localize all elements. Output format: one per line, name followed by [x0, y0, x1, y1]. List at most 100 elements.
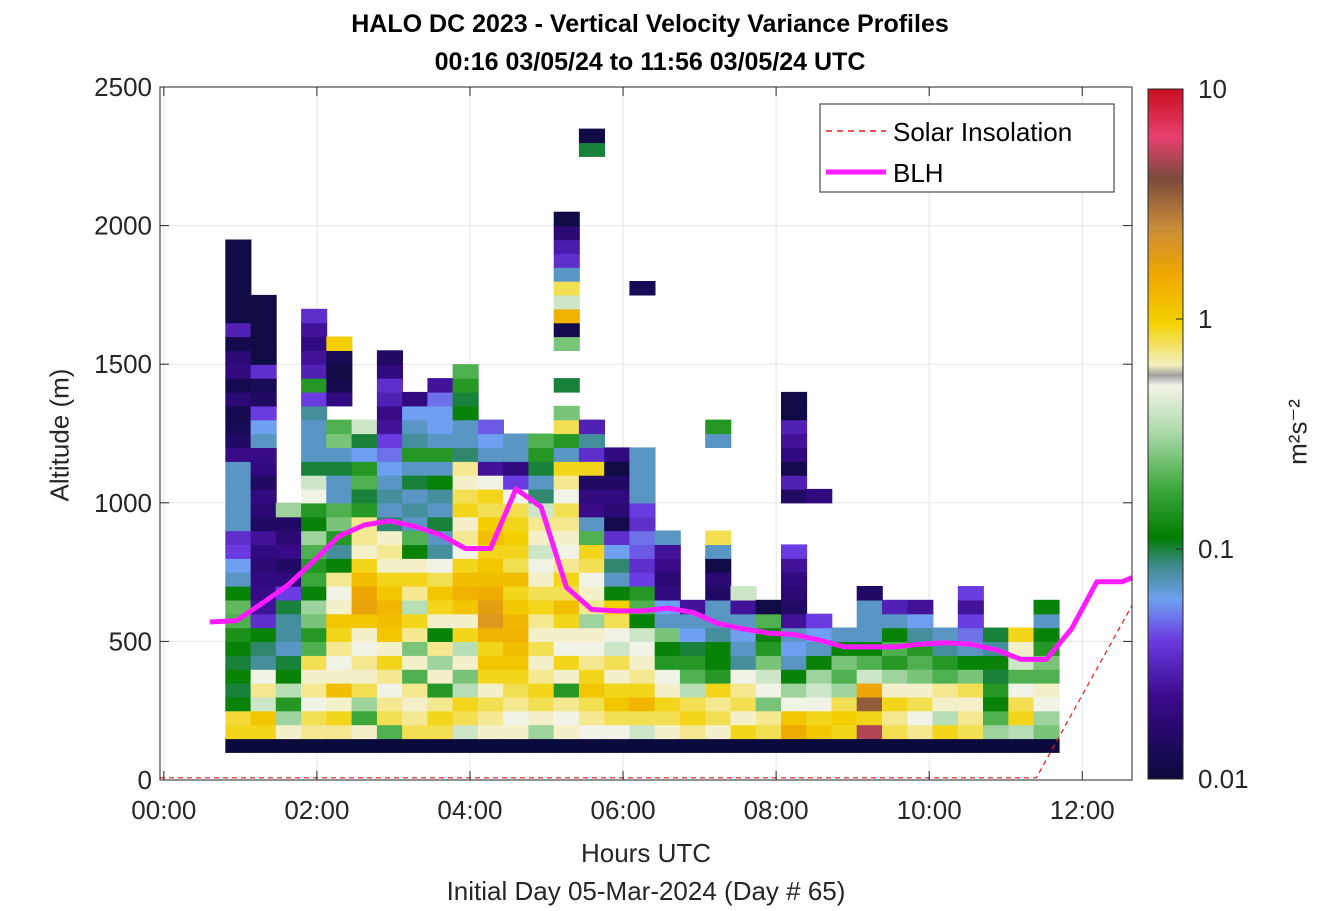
heatmap-cell	[452, 419, 479, 435]
heatmap-cell	[250, 488, 277, 504]
heatmap-cell	[882, 696, 909, 712]
heatmap-cell	[781, 488, 808, 504]
heatmap-cell	[250, 516, 277, 532]
heatmap-cell	[427, 433, 454, 448]
heatmap-cell	[578, 544, 605, 559]
heatmap-cell	[553, 281, 580, 296]
heatmap-cell	[326, 669, 353, 684]
heatmap-cell	[376, 613, 403, 629]
heatmap-cell	[654, 669, 681, 684]
y-tick-label: 1000	[94, 488, 152, 518]
heatmap-cell	[730, 641, 757, 656]
heatmap-cell	[275, 724, 302, 740]
heatmap-cell	[351, 572, 378, 587]
colorbar-tick-label: 1	[1198, 304, 1212, 334]
heatmap-cell	[578, 669, 605, 684]
heatmap-cell	[705, 683, 732, 698]
heatmap-cell	[553, 447, 580, 462]
heatmap-cell	[503, 516, 530, 532]
heatmap-cell	[427, 586, 454, 601]
heatmap-cell	[856, 586, 883, 601]
heatmap-cell	[705, 419, 732, 435]
heatmap-cell	[351, 586, 378, 601]
heatmap-cell	[376, 696, 403, 712]
heatmap-cell	[301, 572, 328, 587]
heatmap-cell	[578, 627, 605, 642]
heatmap-cell	[907, 683, 934, 698]
heatmap-cell	[654, 655, 681, 670]
x-axis: 00:00 02:00 04:00 06:00 08:00 10:00 12:00	[131, 87, 1115, 825]
heatmap-cell	[528, 558, 555, 573]
legend: Solar Insolation BLH	[819, 103, 1115, 193]
heatmap-cell	[275, 558, 302, 573]
heatmap-cell	[275, 669, 302, 684]
heatmap-cell	[831, 683, 858, 698]
heatmap-cell	[553, 461, 580, 476]
heatmap-cell	[225, 336, 252, 351]
heatmap-cell	[250, 433, 277, 448]
heatmap-cell	[503, 696, 530, 712]
heatmap-cell	[957, 613, 984, 629]
heatmap-cell	[477, 738, 504, 753]
heatmap-cell	[250, 683, 277, 698]
heatmap-cell	[250, 558, 277, 573]
heatmap-cell	[654, 724, 681, 740]
heatmap-cell	[326, 336, 353, 351]
heatmap-cell	[553, 405, 580, 421]
heatmap-cell	[427, 447, 454, 462]
heatmap-cell	[326, 599, 353, 615]
heatmap-cell	[553, 599, 580, 615]
heatmap-cell	[225, 239, 252, 324]
heatmap-cell	[351, 738, 378, 753]
heatmap-cell	[225, 710, 252, 726]
heatmap-cell	[730, 683, 757, 698]
heatmap-cell	[604, 669, 631, 684]
heatmap-cell	[427, 655, 454, 670]
heatmap-cell	[705, 586, 732, 601]
heatmap-cell	[654, 586, 681, 601]
heatmap-cell	[402, 683, 429, 698]
heatmap-cell	[326, 419, 353, 435]
heatmap-cell	[629, 530, 656, 545]
heatmap-cell	[781, 613, 808, 629]
heatmap-cell	[301, 391, 328, 407]
heatmap-cell	[831, 655, 858, 670]
heatmap-cell	[250, 544, 277, 559]
heatmap-cell	[629, 710, 656, 726]
heatmap-cell	[326, 516, 353, 532]
heatmap-cell	[553, 627, 580, 642]
heatmap-cell	[376, 461, 403, 476]
heatmap-cell	[402, 558, 429, 573]
heatmap-cell	[705, 710, 732, 726]
heatmap-cell	[578, 502, 605, 518]
heatmap-cell	[376, 724, 403, 740]
heatmap-cell	[503, 530, 530, 545]
heatmap-cell	[654, 572, 681, 587]
heatmap-cell	[250, 572, 277, 587]
heatmap-cell	[503, 433, 530, 448]
heatmap-cell	[250, 627, 277, 642]
heatmap-cell	[856, 724, 883, 740]
heatmap-cell	[250, 669, 277, 684]
heatmap-cell	[376, 391, 403, 407]
heatmap-cell	[402, 669, 429, 684]
heatmap-cell	[301, 475, 328, 490]
heatmap-cell	[983, 683, 1010, 698]
heatmap-cell	[376, 544, 403, 559]
heatmap-cell	[907, 627, 934, 642]
heatmap-cell	[1008, 696, 1035, 712]
heatmap-cell	[755, 683, 782, 698]
heatmap-cell	[629, 447, 656, 462]
heatmap-cell	[781, 419, 808, 435]
heatmap-cell	[679, 669, 706, 684]
heatmap-cell	[402, 586, 429, 601]
heatmap-cell	[225, 572, 252, 587]
heatmap-cell	[225, 447, 252, 462]
heatmap-cell	[806, 488, 833, 504]
heatmap-cell	[376, 364, 403, 379]
y-axis-label: Altitude (m)	[44, 368, 75, 502]
heatmap-cell	[275, 641, 302, 656]
heatmap-cell	[275, 516, 302, 532]
heatmap-cell	[1033, 710, 1060, 726]
heatmap-cell	[351, 696, 378, 712]
